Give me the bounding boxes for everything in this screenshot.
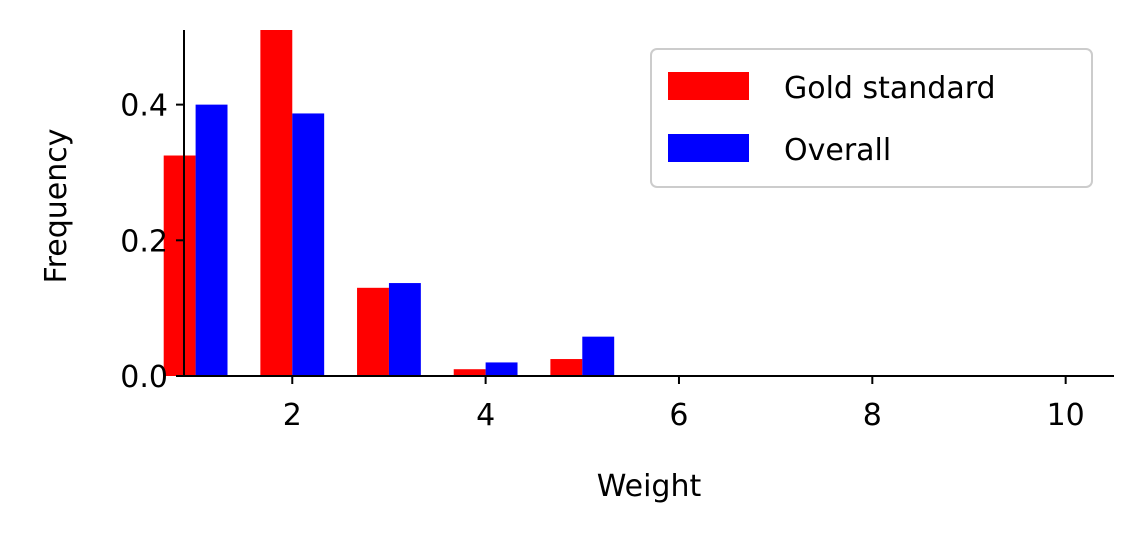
x-axis-title: Weight xyxy=(597,469,702,504)
y-tick-label: 0.2 xyxy=(120,224,168,259)
axes-group xyxy=(183,30,1114,377)
gold-standard-bar-1 xyxy=(163,155,196,376)
gold-standard-bar-4 xyxy=(453,369,486,376)
y-ticks: 0.0 0.2 0.4 xyxy=(120,89,184,395)
overall-bar-1 xyxy=(195,104,228,377)
x-tick-label: 10 xyxy=(1047,398,1085,433)
gold-standard-bar-3 xyxy=(357,287,389,376)
y-tick-label: 0.4 xyxy=(120,89,168,124)
x-tick-label: 6 xyxy=(669,398,688,433)
legend-label-gold-standard: Gold standard xyxy=(784,71,996,106)
gold-standard-bar-5 xyxy=(550,359,583,376)
overall-bar-4 xyxy=(485,362,518,376)
legend-label-overall: Overall xyxy=(784,133,891,168)
legend-swatch-gold-standard xyxy=(668,72,749,100)
x-ticks: 2 4 6 8 10 xyxy=(283,376,1085,433)
x-tick-label: 8 xyxy=(863,398,882,433)
y-axis-title: Frequency xyxy=(39,129,74,284)
y-tick-label: 0.0 xyxy=(120,360,168,395)
bars-group xyxy=(163,30,615,377)
legend-frame xyxy=(650,48,1093,188)
legend-swatch-overall xyxy=(668,134,749,162)
legend: Gold standard Overall xyxy=(650,48,1093,188)
x-tick-label: 2 xyxy=(283,398,302,433)
gold-standard-bar-2 xyxy=(260,30,293,376)
overall-bar-2 xyxy=(292,113,325,377)
overall-bar-3 xyxy=(388,283,421,376)
overall-bar-5 xyxy=(582,336,615,376)
x-tick-label: 4 xyxy=(476,398,495,433)
